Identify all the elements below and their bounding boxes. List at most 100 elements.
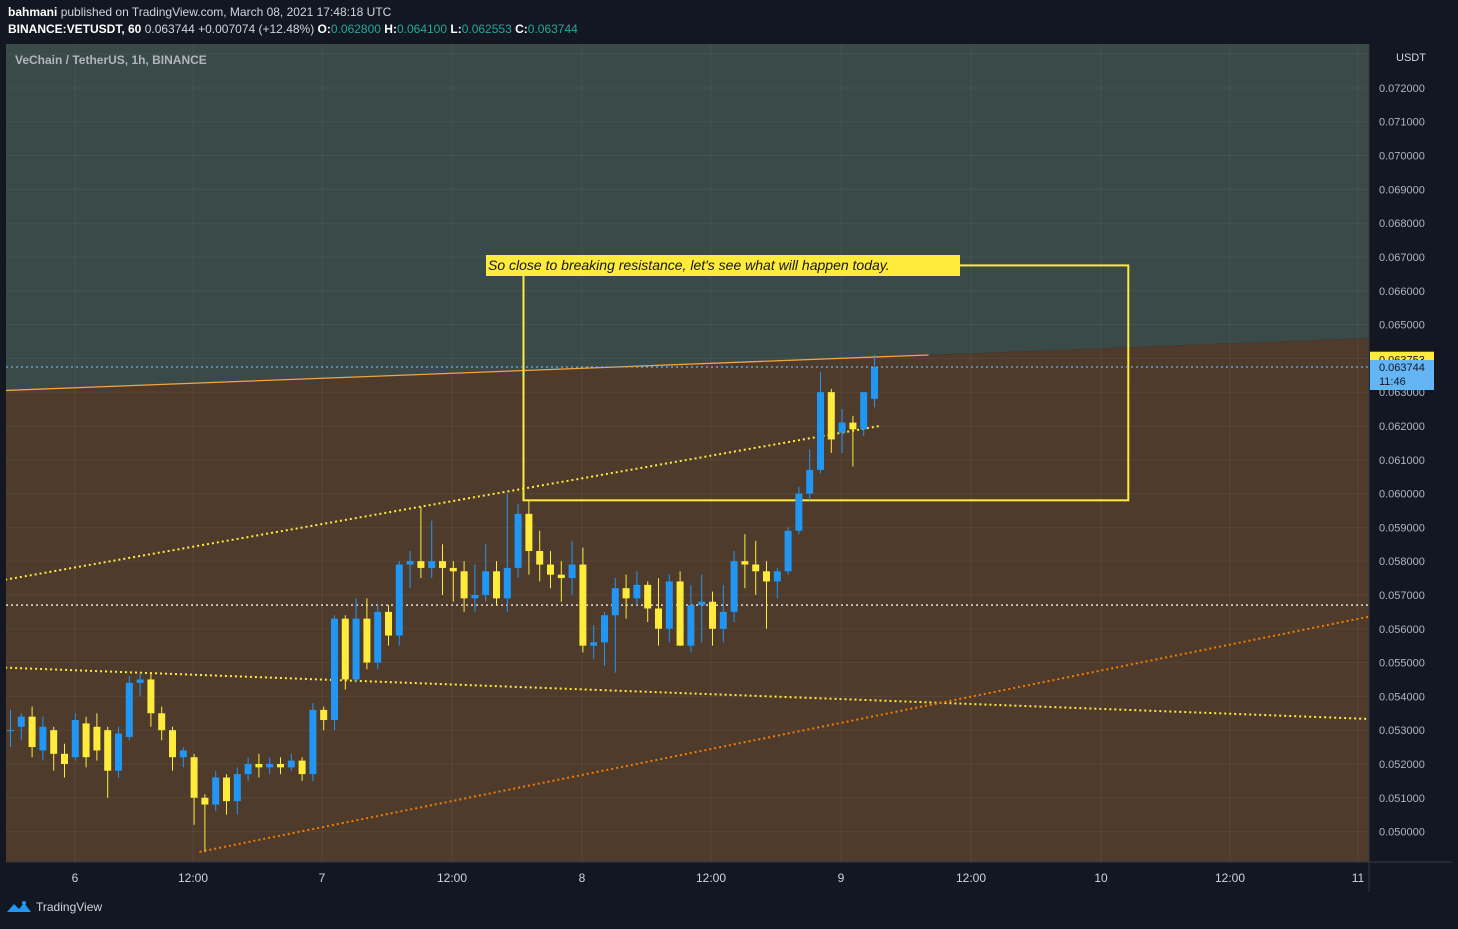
x-tick-label: 12:00: [1215, 871, 1245, 885]
trend-line-yellow: [6, 666, 1369, 720]
close-value: 0.063744: [527, 22, 578, 36]
candle-body: [28, 716, 36, 748]
candle-body: [439, 561, 446, 568]
candle-body: [233, 774, 241, 802]
x-tick-label: 7: [319, 871, 326, 885]
candle-body: [471, 594, 479, 599]
candle-body: [665, 581, 673, 629]
candle-body: [698, 601, 706, 606]
annotation-text[interactable]: So close to breaking resistance, let's s…: [488, 257, 890, 273]
x-tick-label: 9: [838, 871, 845, 885]
candle-body: [482, 571, 490, 595]
candle-body: [773, 571, 781, 582]
candle-body: [849, 422, 857, 430]
candle-body: [633, 584, 641, 599]
candle-body: [709, 601, 716, 629]
candle-body: [622, 588, 630, 599]
open-label: O:: [317, 22, 331, 36]
publish-date: published on TradingView.com, March 08, …: [60, 5, 392, 19]
x-tick-label: 12:00: [696, 871, 726, 885]
candle-body: [201, 797, 209, 805]
candle-body: [223, 777, 230, 802]
low-label: L:: [450, 22, 462, 36]
candle-body: [136, 679, 144, 683]
candle-body: [363, 618, 371, 663]
high-value: 0.064100: [396, 22, 448, 36]
tradingview-logo-icon[interactable]: [6, 900, 32, 914]
lower-zone: [6, 338, 1369, 862]
low-value: 0.062553: [461, 22, 512, 36]
y-tick-label: 0.056000: [1379, 624, 1425, 636]
candle-body: [838, 422, 846, 433]
candle-body: [212, 777, 220, 805]
candle-body: [644, 584, 652, 609]
close-label: C:: [515, 22, 528, 36]
candle-body: [309, 709, 317, 775]
candle-body: [50, 730, 58, 754]
y-tick-label: 0.066000: [1379, 286, 1425, 298]
candle-body: [417, 561, 425, 568]
countdown-text: 11:46: [1379, 376, 1406, 388]
candle-body: [352, 618, 360, 680]
candle-body: [817, 392, 824, 470]
candle-body: [190, 757, 198, 798]
candle-body: [93, 726, 101, 751]
x-tick-label: 12:00: [956, 871, 986, 885]
candle-body: [104, 730, 112, 771]
open-value: 0.062800: [330, 22, 381, 36]
x-tick-label: 6: [72, 871, 79, 885]
candle-body: [525, 513, 533, 552]
axis-currency: USDT: [1396, 52, 1426, 64]
candle-body: [687, 605, 695, 646]
candle-body: [341, 618, 349, 680]
candle-body: [82, 723, 90, 758]
price-chart[interactable]: 0.050000 0.051000 0.052000 0.053000 0.054000…: [6, 44, 1452, 892]
publisher-name[interactable]: bahmani: [8, 5, 58, 19]
candle-body: [374, 611, 382, 663]
candle-body: [763, 571, 770, 582]
last-price: 0.063744: [144, 22, 195, 36]
publish-info: bahmani published on TradingView.com, Ma…: [8, 5, 391, 19]
candle-body: [287, 760, 295, 768]
candle-body: [39, 726, 47, 751]
candle-body: [61, 753, 68, 764]
candle-body: [503, 567, 511, 599]
y-tick-label: 0.055000: [1379, 658, 1425, 670]
candle-body: [277, 763, 284, 768]
x-tick-label: 12:00: [178, 871, 208, 885]
candle-body: [860, 392, 868, 430]
candle-body: [115, 733, 122, 771]
candle-body: [536, 551, 544, 565]
y-tick-label: 0.053000: [1379, 725, 1425, 737]
y-tick-label: 0.054000: [1379, 691, 1425, 703]
candle-body: [601, 615, 608, 643]
candle-body: [255, 763, 263, 768]
candle-body: [7, 730, 14, 732]
y-tick-label: 0.070000: [1379, 151, 1425, 163]
candle-body: [385, 611, 392, 636]
candle-body: [493, 571, 500, 599]
candle-body: [590, 642, 598, 646]
candle-body: [676, 581, 684, 646]
candle-body: [741, 561, 749, 565]
chart-area[interactable]: 0.050000 0.051000 0.052000 0.053000 0.054000…: [6, 44, 1452, 892]
x-tick-label: 12:00: [437, 871, 467, 885]
footer-brand[interactable]: TradingView: [36, 900, 103, 914]
candle-body: [557, 574, 565, 579]
price-change: +0.007074 (+12.48%): [198, 22, 315, 36]
x-tick-label: 8: [579, 871, 586, 885]
candle-body: [320, 709, 328, 721]
candle-body: [244, 763, 252, 775]
candle-body: [568, 564, 576, 579]
y-tick-label: 0.060000: [1379, 489, 1425, 501]
footer: TradingView: [6, 900, 102, 914]
candle-body: [827, 392, 835, 440]
y-tick-label: 0.050000: [1379, 827, 1425, 839]
y-tick-label: 0.057000: [1379, 590, 1425, 602]
candle-body: [784, 530, 792, 572]
candle-body: [406, 561, 414, 565]
candle-body: [158, 713, 166, 731]
y-tick-label: 0.058000: [1379, 556, 1425, 568]
candle-body: [71, 720, 79, 758]
candle-body: [179, 750, 187, 758]
